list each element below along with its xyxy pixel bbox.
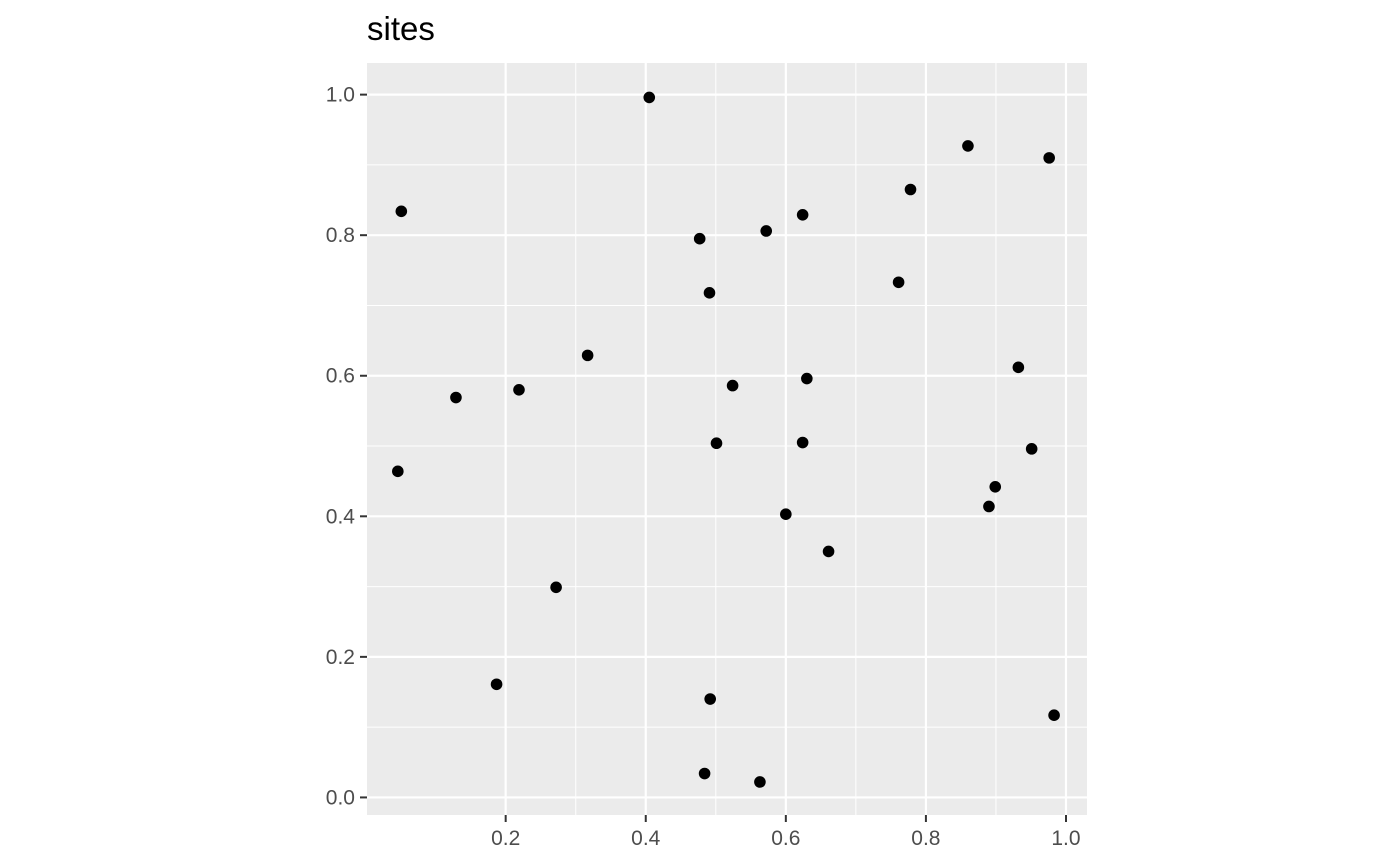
y-axis: 0.0 0.2 0.4 0.6 0.8 1.0 bbox=[326, 84, 367, 809]
data-point bbox=[983, 500, 995, 513]
data-point bbox=[395, 205, 408, 218]
data-point bbox=[1048, 709, 1060, 722]
data-point bbox=[726, 379, 739, 392]
data-point bbox=[1043, 152, 1055, 164]
data-point bbox=[1025, 443, 1038, 455]
data-point bbox=[710, 437, 723, 450]
data-point bbox=[822, 545, 835, 558]
data-point bbox=[550, 581, 562, 594]
data-point bbox=[513, 384, 525, 396]
x-tick-label: 0.4 bbox=[631, 827, 661, 850]
x-tick-label: 0.6 bbox=[771, 827, 800, 850]
data-point bbox=[1012, 361, 1025, 374]
x-tick-label: 1.0 bbox=[1051, 827, 1080, 850]
x-tick-label: 0.8 bbox=[911, 827, 940, 850]
data-point bbox=[581, 349, 594, 362]
y-tick-label: 0.2 bbox=[326, 646, 355, 669]
data-point bbox=[780, 508, 792, 520]
y-tick-label: 0.8 bbox=[326, 224, 355, 247]
data-point bbox=[796, 209, 809, 221]
data-point bbox=[754, 776, 766, 788]
x-tick-label: 0.2 bbox=[491, 827, 520, 850]
data-point bbox=[796, 436, 809, 449]
data-point bbox=[962, 140, 974, 152]
x-axis: 0.2 0.4 0.6 0.8 1.0 bbox=[491, 815, 1081, 850]
data-point bbox=[698, 767, 711, 780]
y-tick-label: 1.0 bbox=[326, 84, 355, 107]
data-point bbox=[989, 480, 1002, 493]
data-point bbox=[760, 225, 773, 237]
major-gridlines bbox=[367, 63, 1087, 815]
chart-title: sites bbox=[367, 10, 435, 47]
data-point bbox=[704, 693, 716, 705]
data-point bbox=[643, 91, 656, 104]
data-point bbox=[892, 276, 905, 289]
plot-panel bbox=[367, 63, 1087, 815]
data-point bbox=[693, 232, 706, 245]
data-point bbox=[801, 372, 813, 385]
data-point bbox=[392, 465, 404, 478]
y-tick-label: 0.6 bbox=[326, 365, 355, 388]
data-point bbox=[904, 183, 917, 196]
y-tick-label: 0.4 bbox=[326, 505, 356, 528]
y-tick-label: 0.0 bbox=[326, 786, 355, 809]
data-point bbox=[450, 391, 462, 404]
data-point bbox=[490, 678, 503, 691]
data-points bbox=[392, 91, 1060, 788]
data-point bbox=[703, 287, 716, 299]
